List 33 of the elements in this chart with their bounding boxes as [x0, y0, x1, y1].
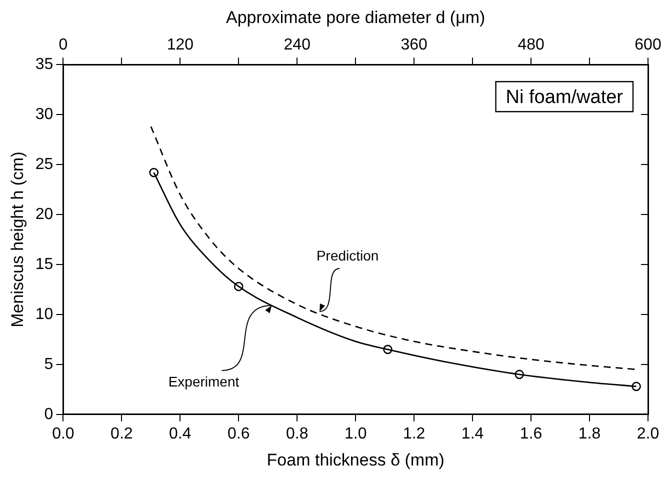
- x-tick-label: 1.8: [578, 425, 601, 442]
- annotation: Prediction: [316, 247, 379, 264]
- y-tick-label: 35: [35, 56, 54, 74]
- point: [149, 168, 158, 178]
- y-tick-label: 15: [35, 256, 54, 273]
- line-series: [150, 126, 638, 370]
- y-tick-label: 20: [35, 206, 54, 223]
- x-tick-label: 1.4: [461, 425, 484, 442]
- x-axis-title: Foam thickness δ (mm): [266, 450, 444, 470]
- x-tick-label: 1.2: [402, 425, 426, 442]
- x2-tick-label: 360: [400, 36, 428, 54]
- x2-tick-label: 480: [518, 36, 544, 54]
- x2-axis-title: Approximate pore diameter d (μm): [226, 8, 486, 27]
- x-tick-label: 2.0: [636, 425, 660, 442]
- x2-tick-label: 240: [284, 36, 311, 54]
- x-tick-label: 0.0: [52, 425, 74, 442]
- y-tick-label: 10: [35, 306, 54, 323]
- y-axis-title: Meniscus height h (cm): [8, 152, 27, 328]
- y-tick-label: 5: [44, 356, 54, 373]
- y-tick-label: 25: [35, 156, 54, 173]
- x-tick-label: 0.4: [169, 425, 192, 442]
- annotation: Experiment: [168, 373, 240, 390]
- x-tick-label: 1.0: [344, 425, 367, 442]
- x2-tick-label: 0: [58, 36, 68, 54]
- x2-tick-label: 120: [166, 36, 194, 54]
- x-tick-label: 1.6: [520, 425, 542, 442]
- x-tick-label: 0.8: [286, 425, 308, 442]
- x-tick-label: 0.6: [228, 425, 250, 442]
- y-tick-label: 30: [35, 106, 54, 123]
- x-tick-label: 0.2: [110, 425, 133, 442]
- x2-tick-label: 600: [634, 36, 662, 54]
- y-tick-label: 0: [44, 406, 54, 423]
- annotation: Ni foam/water: [506, 86, 624, 108]
